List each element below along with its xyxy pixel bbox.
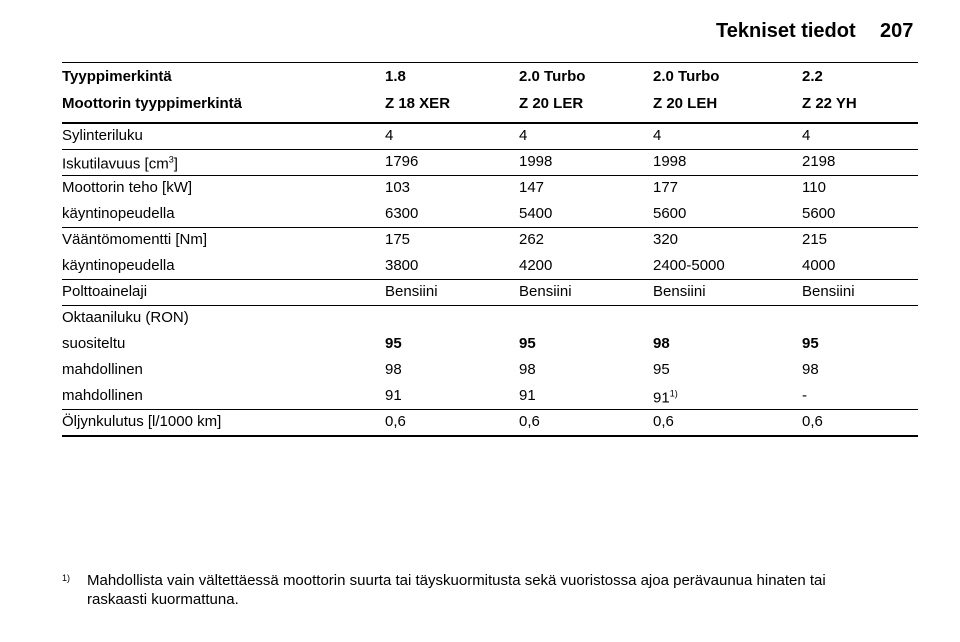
cell: Bensiini bbox=[653, 283, 706, 300]
cell: 2198 bbox=[802, 153, 836, 170]
head-cell: 2.2 bbox=[802, 68, 823, 85]
header-title: Tekniset tiedot bbox=[716, 20, 856, 42]
head-cell: 2.0 Turbo bbox=[519, 68, 586, 85]
cell: 98 bbox=[519, 361, 536, 378]
cell: 175 bbox=[385, 231, 411, 248]
cell: - bbox=[802, 387, 807, 404]
cell: 103 bbox=[385, 179, 411, 196]
label-text: Moottorin teho [kW] bbox=[62, 179, 193, 196]
label-text: Oktaaniluku (RON) bbox=[62, 309, 189, 326]
cell: 91 bbox=[519, 387, 536, 404]
label-text: mahdollinen bbox=[62, 387, 143, 404]
cell: 98 bbox=[385, 361, 402, 378]
cell: 177 bbox=[653, 179, 679, 196]
row-rule bbox=[62, 435, 918, 437]
cell: Bensiini bbox=[802, 283, 855, 300]
head-cell: Z 20 LER bbox=[519, 95, 584, 112]
label-text: Öljynkulutus [l/1000 km] bbox=[62, 413, 222, 430]
head-cell: Moottorin tyyppimerkintä bbox=[62, 95, 243, 112]
head-cell: Z 22 YH bbox=[802, 95, 857, 112]
head-cell: Tyyppimerkintä bbox=[62, 68, 172, 85]
cell: 262 bbox=[519, 231, 545, 248]
cell: 4 bbox=[385, 127, 394, 144]
row-rule bbox=[62, 279, 918, 280]
cell: 98 bbox=[802, 361, 819, 378]
cell-text: 91 bbox=[653, 389, 670, 407]
cell: 0,6 bbox=[653, 413, 674, 430]
label-text: Vääntömomentti [Nm] bbox=[62, 231, 208, 248]
row-label: käyntinopeudella bbox=[62, 205, 175, 223]
cell: 4 bbox=[653, 127, 662, 144]
cell: 0,6 bbox=[519, 413, 540, 430]
page-number: 207 bbox=[880, 20, 914, 42]
cell: 4000 bbox=[802, 257, 836, 274]
label-text: Iskutilavuus [cm bbox=[62, 155, 169, 173]
cell: 911) bbox=[653, 385, 678, 408]
cell: 95 bbox=[519, 335, 536, 352]
cell: 110 bbox=[802, 179, 826, 196]
row-label: Sylinteriluku bbox=[62, 127, 143, 145]
cell: 4 bbox=[519, 127, 528, 144]
row-label: mahdollinen bbox=[62, 361, 143, 379]
cell: 147 bbox=[519, 179, 545, 196]
cell: 98 bbox=[653, 335, 670, 352]
footnote-marker: 1) bbox=[62, 573, 71, 583]
cell: Bensiini bbox=[519, 283, 572, 300]
row-label: Polttoainelaji bbox=[62, 283, 147, 301]
cell: 5400 bbox=[519, 205, 553, 222]
label-text: suositeltu bbox=[62, 335, 126, 352]
cell: 1998 bbox=[653, 153, 687, 170]
header-rule bbox=[62, 62, 918, 63]
cell: 95 bbox=[385, 335, 402, 352]
row-label: käyntinopeudella bbox=[62, 257, 175, 275]
cell-sup: 1) bbox=[669, 388, 678, 399]
row-rule bbox=[62, 149, 918, 150]
head-cell: Z 20 LEH bbox=[653, 95, 718, 112]
row-label: Oktaaniluku (RON) bbox=[62, 309, 189, 327]
cell: 5600 bbox=[653, 205, 687, 222]
cell: 1796 bbox=[385, 153, 419, 170]
cell: 95 bbox=[802, 335, 819, 352]
head-cell: 2.0 Turbo bbox=[653, 68, 720, 85]
cell: 3800 bbox=[385, 257, 419, 274]
cell: 5600 bbox=[802, 205, 836, 222]
footnote-line: raskaasti kuormattuna. bbox=[87, 591, 239, 608]
label-text: Sylinteriluku bbox=[62, 127, 143, 144]
row-rule bbox=[62, 409, 918, 410]
row-label: Iskutilavuus [cm3] bbox=[62, 151, 178, 174]
cell: 6300 bbox=[385, 205, 419, 222]
row-rule bbox=[62, 227, 918, 228]
row-label: Öljynkulutus [l/1000 km] bbox=[62, 413, 221, 431]
head-cell: Z 18 XER bbox=[385, 95, 451, 112]
label-text: käyntinopeudella bbox=[62, 205, 175, 222]
label-sup: 3 bbox=[168, 154, 174, 165]
cell: 4200 bbox=[519, 257, 553, 274]
footnote-line: Mahdollista vain vältettäessä moottorin … bbox=[87, 572, 826, 589]
row-label: suositeltu bbox=[62, 335, 125, 353]
cell: 4 bbox=[802, 127, 811, 144]
label-text: Polttoainelaji bbox=[62, 283, 148, 300]
row-label: Vääntömomentti [Nm] bbox=[62, 231, 207, 249]
label-tail: ] bbox=[173, 155, 178, 173]
label-text: mahdollinen bbox=[62, 361, 143, 378]
cell: 0,6 bbox=[802, 413, 823, 430]
row-label: mahdollinen bbox=[62, 387, 143, 405]
row-rule bbox=[62, 305, 918, 306]
label-text: käyntinopeudella bbox=[62, 257, 175, 274]
head-cell: 1.8 bbox=[385, 68, 406, 85]
head-rule bbox=[62, 122, 918, 124]
cell: 1998 bbox=[519, 153, 553, 170]
cell: 0,6 bbox=[385, 413, 406, 430]
cell: 2400-5000 bbox=[653, 257, 725, 274]
row-label: Moottorin teho [kW] bbox=[62, 179, 192, 197]
cell: 215 bbox=[802, 231, 828, 248]
cell: 91 bbox=[385, 387, 402, 404]
cell: 320 bbox=[653, 231, 679, 248]
cell: 95 bbox=[653, 361, 670, 378]
row-rule bbox=[62, 175, 918, 176]
cell: Bensiini bbox=[385, 283, 438, 300]
